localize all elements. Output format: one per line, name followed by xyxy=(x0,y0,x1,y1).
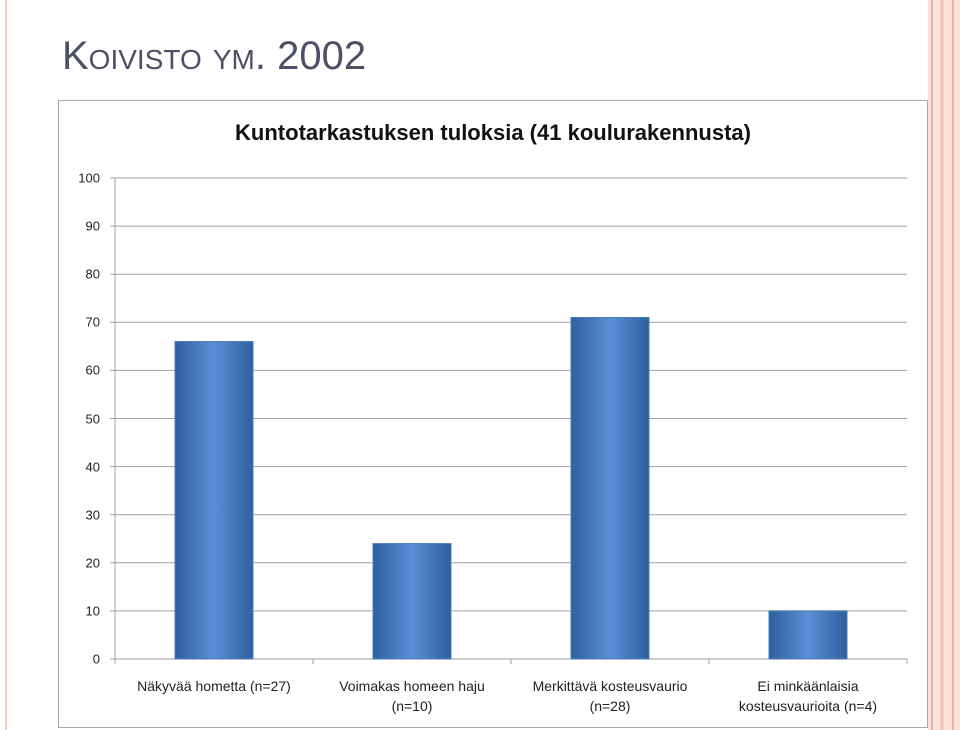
chart-title: Kuntotarkastuksen tuloksia (41 koulurake… xyxy=(235,120,751,145)
y-tick-label: 20 xyxy=(85,555,100,571)
bar xyxy=(174,341,254,660)
bar xyxy=(768,610,848,660)
y-tick-label: 50 xyxy=(85,411,100,426)
y-tick-label: 30 xyxy=(85,507,100,523)
y-tick-label: 90 xyxy=(85,218,100,234)
x-tick-label: Ei minkäänlaisia kosteusvaurioita (n=4) xyxy=(738,678,878,714)
y-tick-label: 60 xyxy=(85,362,100,378)
x-tick-label: Merkittävä kosteusvaurio (n=28) xyxy=(532,678,688,714)
x-tick-label: Voimakas homeen haju (n=10) xyxy=(339,678,485,714)
y-tick-label: 40 xyxy=(85,459,100,475)
bar xyxy=(570,316,650,660)
slide-title: Koivisto ym. 2002 xyxy=(62,34,367,78)
bar xyxy=(372,543,452,660)
y-tick-label: 80 xyxy=(85,266,100,282)
y-tick-label: 0 xyxy=(92,651,100,667)
y-tick-label: 70 xyxy=(85,314,100,330)
side-band xyxy=(928,0,960,730)
y-tick-label: 100 xyxy=(78,170,100,186)
y-tick-label: 10 xyxy=(85,603,100,619)
chart-frame xyxy=(58,100,928,728)
x-tick-label: Näkyvää hometta (n=27) xyxy=(137,678,291,694)
